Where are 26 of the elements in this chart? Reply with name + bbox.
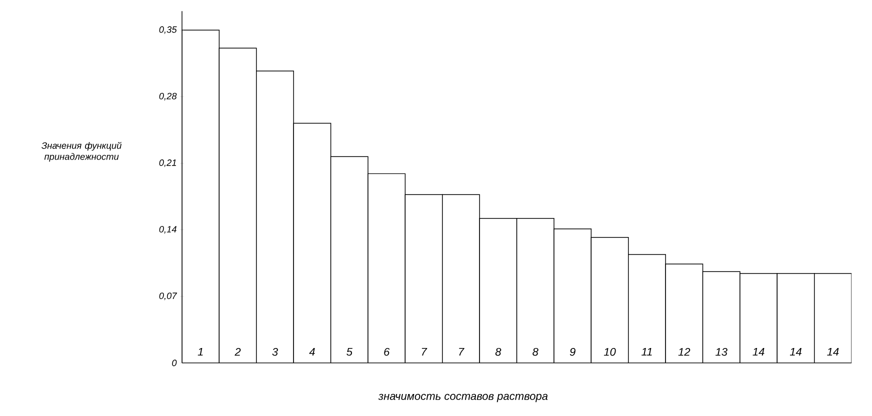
x-tick-label: 8 [495, 348, 502, 356]
y-tick-label: 0,21 [159, 160, 176, 168]
x-axis-title: значимость составов раствора [378, 394, 548, 402]
x-tick-label: 14 [827, 348, 839, 356]
x-tick-label: 5 [346, 348, 352, 356]
y-tick-label: 0,35 [159, 26, 177, 34]
x-tick-label: 1 [198, 348, 203, 356]
x-tick-label: 4 [309, 348, 315, 356]
x-tick-label: 3 [272, 348, 278, 356]
x-tick-label: 14 [752, 348, 764, 356]
y-tick-label: 0,14 [159, 226, 176, 234]
y-tick-label: 0,07 [159, 292, 178, 300]
y-tick-label: 0,28 [159, 93, 177, 101]
x-tick-label: 12 [678, 348, 690, 356]
x-tick-label: 9 [570, 348, 576, 356]
x-tick-label: 7 [422, 348, 428, 356]
x-tick-label: 10 [604, 348, 616, 356]
y-tick-label: 0 [172, 360, 177, 366]
x-tick-label: 13 [716, 348, 728, 356]
x-tick-label: 14 [790, 348, 802, 356]
x-tick-label: 6 [384, 348, 390, 356]
x-tick-label: 7 [459, 348, 464, 356]
x-tick-label: 2 [234, 348, 241, 356]
x-tick-label: 8 [532, 348, 538, 356]
x-tick-label: 11 [642, 348, 652, 356]
y-axis-title: Значения функций принадлежности [42, 142, 122, 162]
